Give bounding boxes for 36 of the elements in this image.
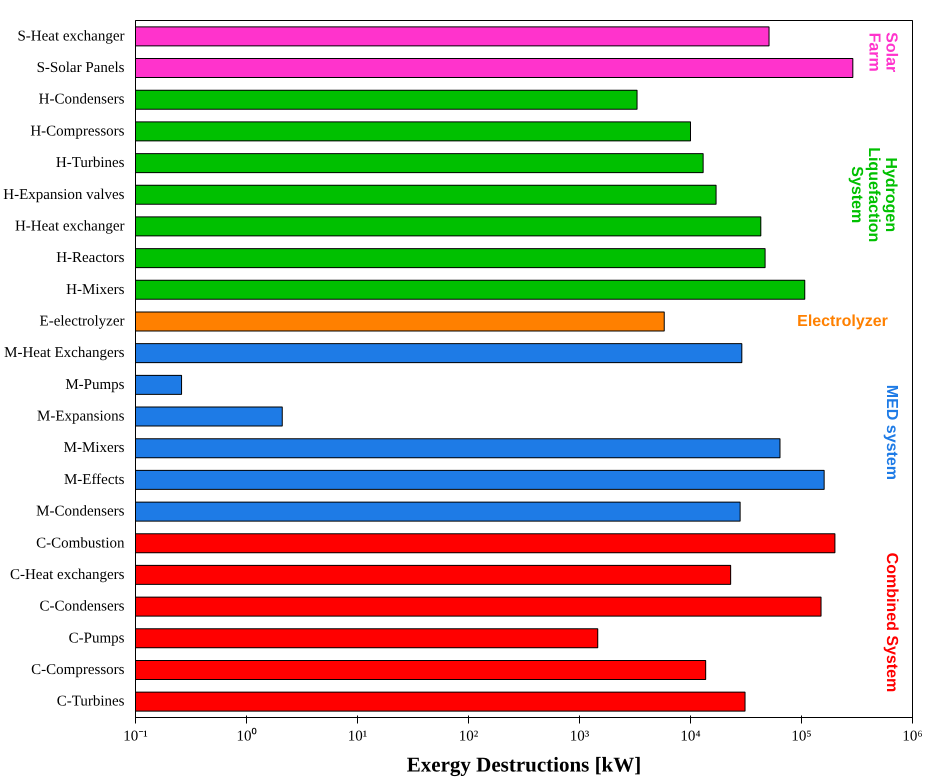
y-tick-label: C-Turbines xyxy=(56,694,125,710)
y-tick-label: H-Compressors xyxy=(30,123,125,140)
y-tick-label: H-Condensers xyxy=(38,92,125,108)
x-tick-label: 10⁻¹ xyxy=(123,728,148,744)
y-tick-label: H-Mixers xyxy=(66,282,125,298)
y-tick-label: M-Expansions xyxy=(37,408,125,425)
x-tick-label: 10¹ xyxy=(348,728,368,744)
x-axis-title: Exergy Destructions [kW] xyxy=(406,752,642,776)
y-tick-label: M-Heat Exchangers xyxy=(4,345,125,362)
annotation: MED system xyxy=(883,384,900,480)
x-tick-label: 10⁵ xyxy=(791,728,812,744)
y-tick-label: H-Turbines xyxy=(56,155,125,172)
y-tick-label: C-Condensers xyxy=(40,598,125,615)
y-tick-label: C-Combustion xyxy=(36,535,125,552)
y-tick-label: M-Condensers xyxy=(36,504,125,520)
y-tick-label: H-Heat exchanger xyxy=(14,218,125,234)
x-tick-label: 10⁰ xyxy=(236,728,256,744)
x-tick-label: 10³ xyxy=(570,728,590,744)
y-tick-label: H-Reactors xyxy=(56,250,125,266)
annotation: Combined System xyxy=(883,552,900,692)
y-tick-label: S-Solar Panels xyxy=(36,60,125,76)
y-tick-label: C-Heat exchangers xyxy=(10,566,125,583)
annotation: Solar Farm xyxy=(866,32,900,72)
y-tick-label: C-Pumps xyxy=(68,630,125,646)
x-tick-label: 10² xyxy=(458,728,479,744)
y-tick-label: M-Mixers xyxy=(64,440,125,456)
y-tick-label: M-Effects xyxy=(64,472,125,488)
y-tick-label: S-Heat exchanger xyxy=(17,28,125,44)
y-tick-label: C-Compressors xyxy=(31,662,125,678)
y-tick-label: E-electrolyzer xyxy=(40,313,125,330)
x-tick-label: 10⁶ xyxy=(902,728,923,744)
x-tick-label: 10⁴ xyxy=(680,728,701,744)
annotation: Hydrogen Liquefaction System xyxy=(848,147,899,242)
y-tick-label: M-Pumps xyxy=(65,376,125,393)
annotation: Electrolyzer xyxy=(797,312,888,330)
y-tick-label: H-Expansion valves xyxy=(3,186,125,203)
